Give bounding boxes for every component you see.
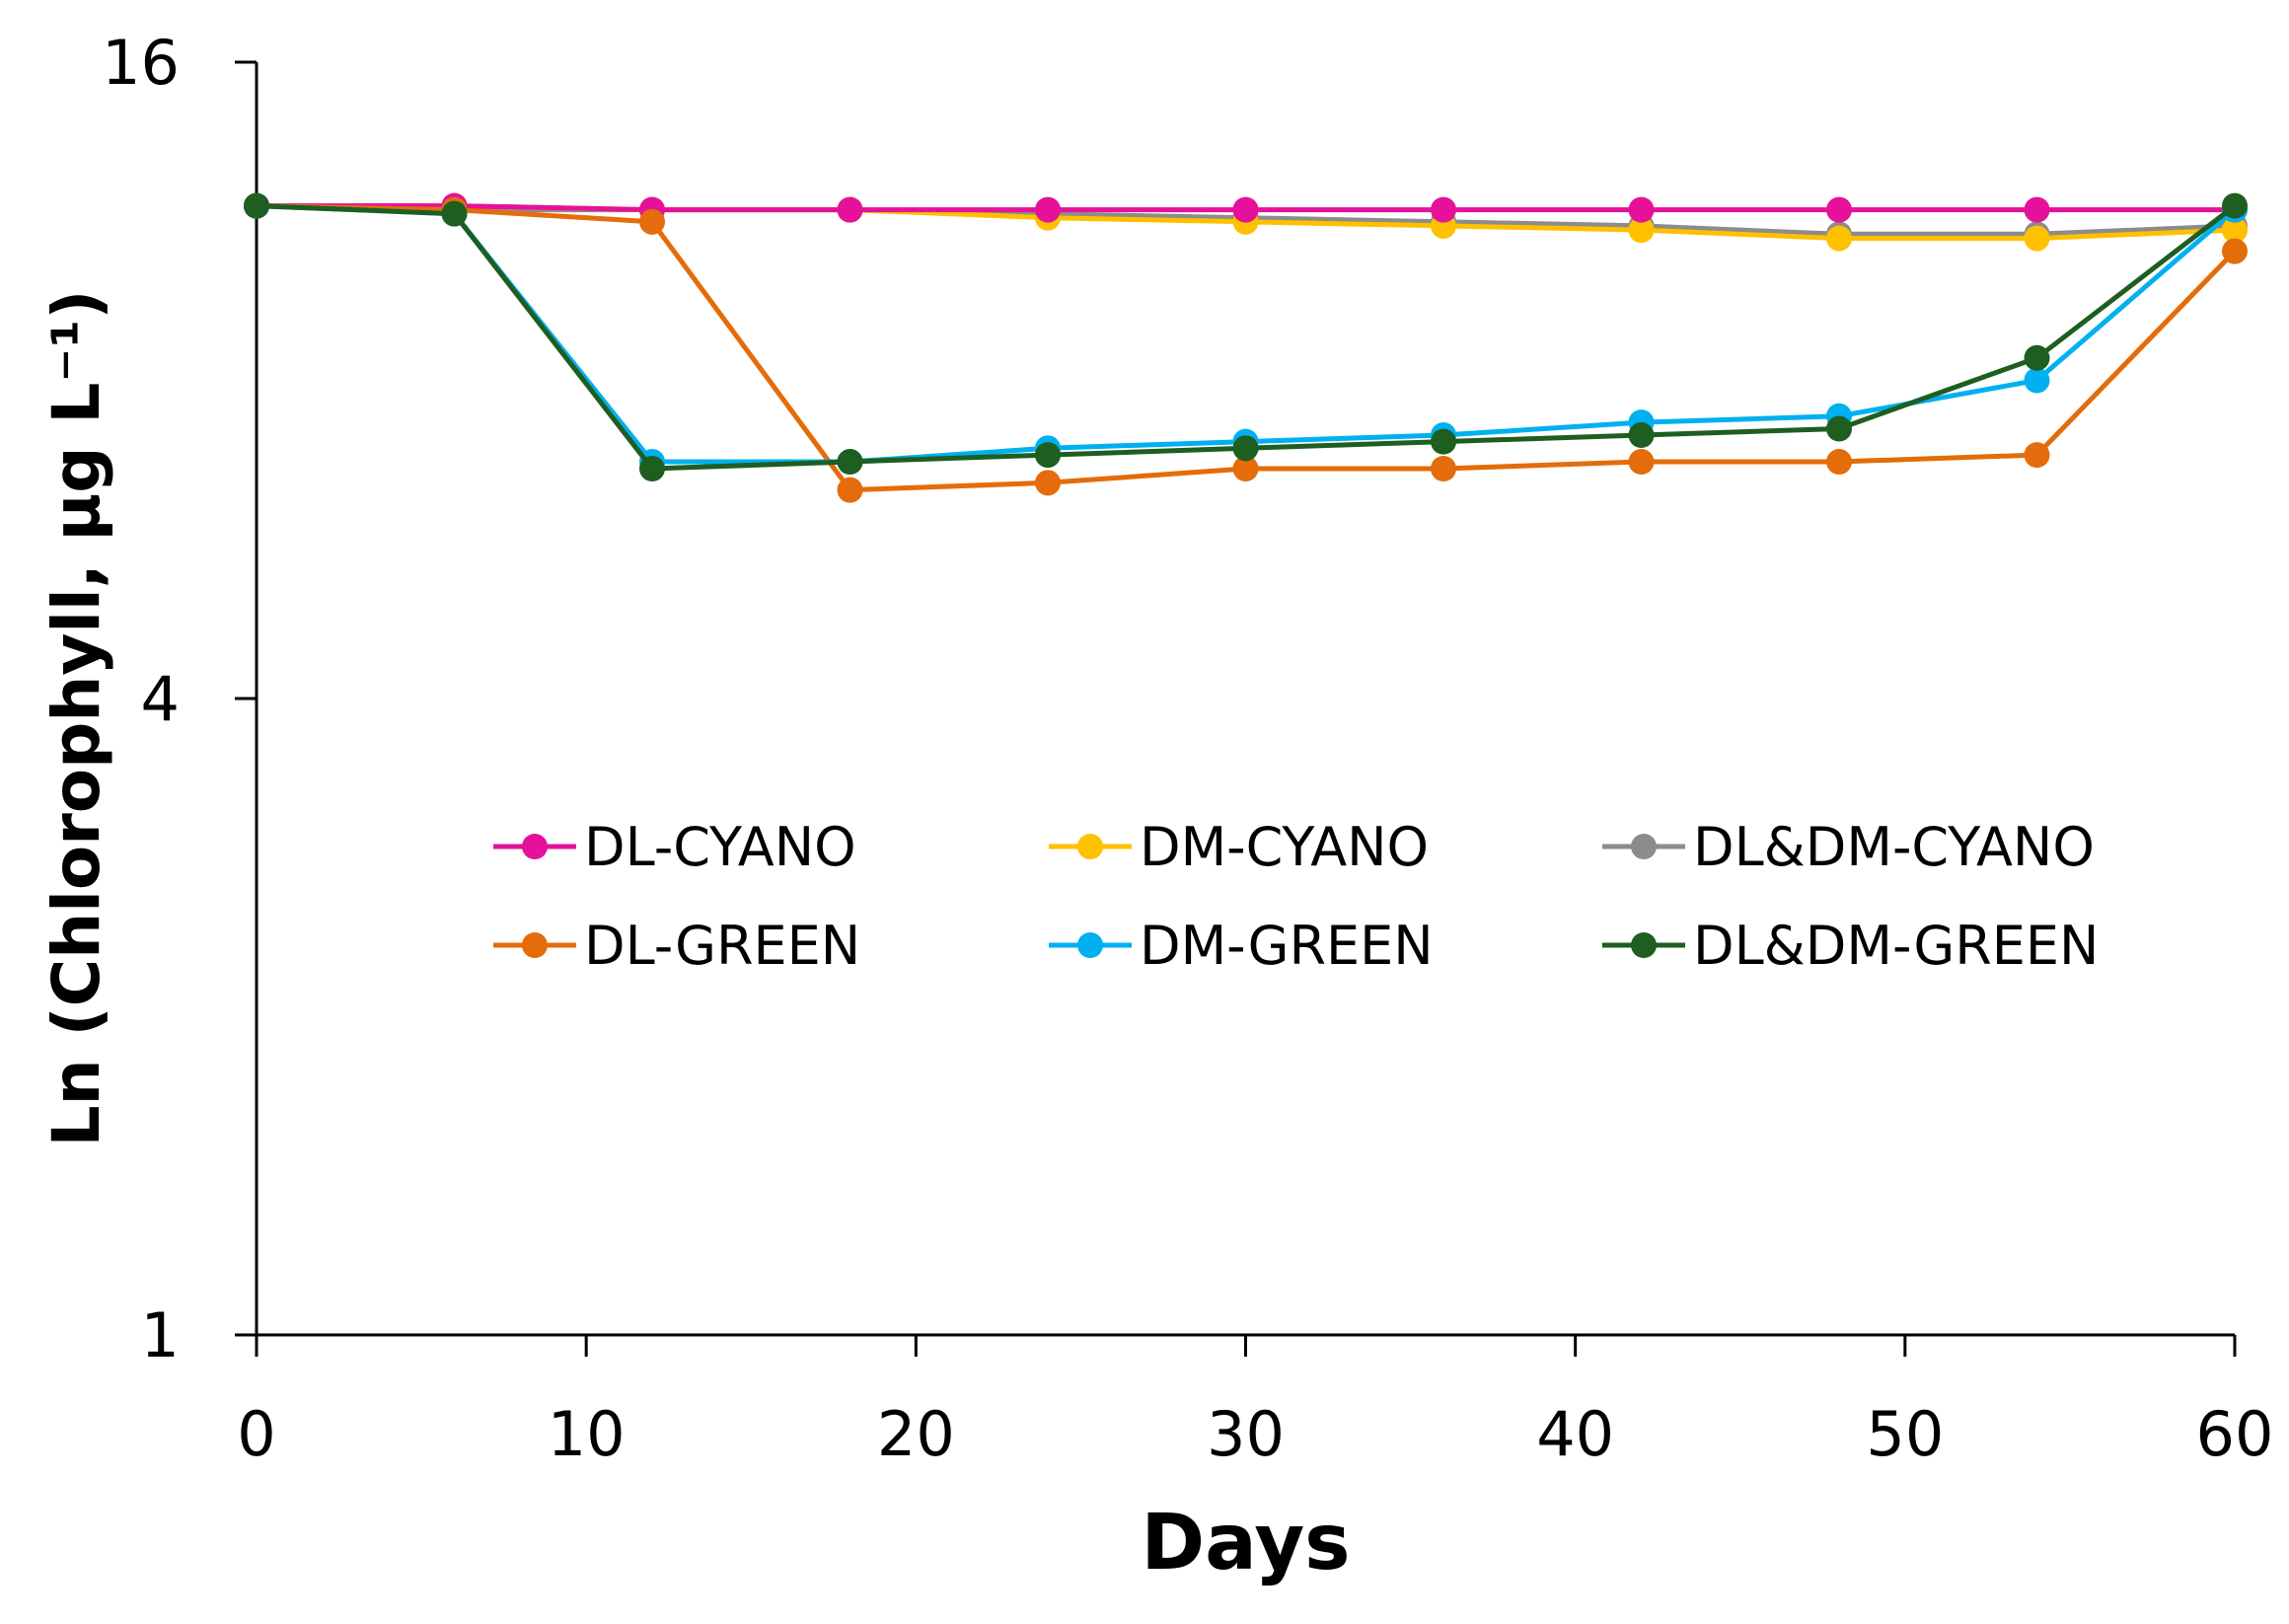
data-point <box>1035 196 1061 223</box>
data-point <box>2024 225 2050 252</box>
data-point <box>2222 192 2248 219</box>
data-point <box>2024 344 2050 371</box>
data-point <box>1826 196 1852 223</box>
data-point <box>1431 456 1456 482</box>
legend-label: DM-GREEN <box>1140 915 1434 977</box>
x-tick-label: 40 <box>1536 1398 1614 1470</box>
legend-label: DL-GREEN <box>584 915 860 977</box>
x-tick-label: 50 <box>1866 1398 1944 1470</box>
y-tick-label: 4 <box>141 663 180 735</box>
chart-marks: 1 4 16 0 10 20 30 40 50 60 Days Ln (Chlorophyll, µg… <box>38 27 2273 1587</box>
data-point <box>1628 196 1655 223</box>
data-point <box>837 449 863 476</box>
data-point <box>1232 456 1259 482</box>
data-point <box>1628 422 1655 449</box>
y-axis-title: Ln (Chlorophyll, µg L⁻¹) <box>38 290 114 1147</box>
data-point <box>837 196 863 223</box>
data-point <box>1628 449 1655 476</box>
y-tick-label: 1 <box>141 1299 180 1371</box>
legend-swatch-marker <box>1077 932 1103 958</box>
x-tick-label: 0 <box>237 1398 275 1470</box>
data-point <box>2024 196 2050 223</box>
legend-label: DL&DM-CYANO <box>1693 816 2095 878</box>
legend-swatch-marker <box>522 834 548 859</box>
x-tick-label: 60 <box>2196 1398 2274 1470</box>
data-point <box>639 208 665 235</box>
legend-label: DL-CYANO <box>584 816 856 878</box>
legend-label: DM-CYANO <box>1140 816 1429 878</box>
legend-swatch-marker <box>1631 932 1657 958</box>
data-point <box>1431 196 1456 223</box>
data-point <box>2222 217 2248 244</box>
data-point <box>1431 428 1456 455</box>
data-point <box>244 192 269 219</box>
series-line <box>256 203 2237 465</box>
legend-swatch-marker <box>522 932 548 958</box>
data-point <box>441 200 468 227</box>
x-axis-title: Days <box>1141 1499 1350 1587</box>
legend-label: DL&DM-GREEN <box>1693 915 2099 977</box>
data-point <box>2222 238 2248 264</box>
data-point <box>1826 415 1852 442</box>
data-point <box>2024 367 2050 394</box>
data-point <box>2024 442 2050 469</box>
data-point <box>1232 435 1259 462</box>
data-point <box>639 456 665 482</box>
data-point <box>1232 196 1259 223</box>
y-tick-label: 16 <box>102 27 180 99</box>
data-point <box>837 477 863 503</box>
data-point <box>1826 225 1852 252</box>
x-tick-label: 30 <box>1207 1398 1285 1470</box>
data-point <box>1628 217 1655 244</box>
data-point <box>1035 470 1061 496</box>
x-tick-label: 20 <box>877 1398 955 1470</box>
legend-swatch-marker <box>1077 834 1103 859</box>
data-point <box>1035 442 1061 469</box>
legend-swatch-marker <box>1631 834 1657 859</box>
x-tick-label: 10 <box>548 1398 626 1470</box>
data-point <box>1826 449 1852 476</box>
